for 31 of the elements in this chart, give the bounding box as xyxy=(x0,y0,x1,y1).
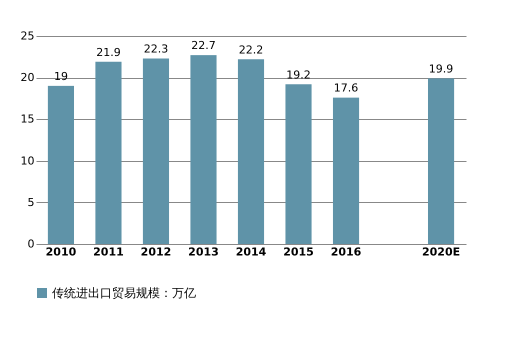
y-tick-label: 15 xyxy=(20,112,34,126)
y-tick-label: 25 xyxy=(20,30,34,42)
bar xyxy=(332,98,360,244)
x-tick-label: 2020E xyxy=(422,246,460,258)
x-tick-label: 2015 xyxy=(283,246,314,258)
x-tick-label: 2014 xyxy=(236,246,267,258)
data-label: 22.2 xyxy=(238,43,264,56)
x-tick-label: 2010 xyxy=(46,246,77,258)
data-label: 19.2 xyxy=(286,68,311,82)
bar xyxy=(238,59,264,244)
y-tick-label: 10 xyxy=(20,154,34,168)
y-tick-label: 5 xyxy=(28,196,34,209)
bar xyxy=(428,78,454,244)
data-label: 22.3 xyxy=(144,42,168,56)
data-label: 19.9 xyxy=(428,62,454,76)
y-tick-label: 20 xyxy=(20,71,34,84)
legend-label: 传统进出口贸易规模：万亿 xyxy=(52,286,196,300)
bar xyxy=(48,86,74,244)
data-label: 17.6 xyxy=(334,82,358,95)
x-tick-label: 2016 xyxy=(330,246,362,258)
bar xyxy=(142,58,170,244)
x-tick-label: 2011 xyxy=(93,246,124,258)
x-tick-label: 2012 xyxy=(140,246,172,258)
bar xyxy=(95,62,122,244)
x-tick-label: 2013 xyxy=(188,246,219,258)
data-label: 19 xyxy=(54,70,68,83)
bar xyxy=(285,84,312,244)
data-label: 21.9 xyxy=(96,46,121,59)
y-tick-label: 0 xyxy=(28,238,34,250)
data-label: 22.7 xyxy=(191,39,216,52)
bar xyxy=(190,55,217,244)
